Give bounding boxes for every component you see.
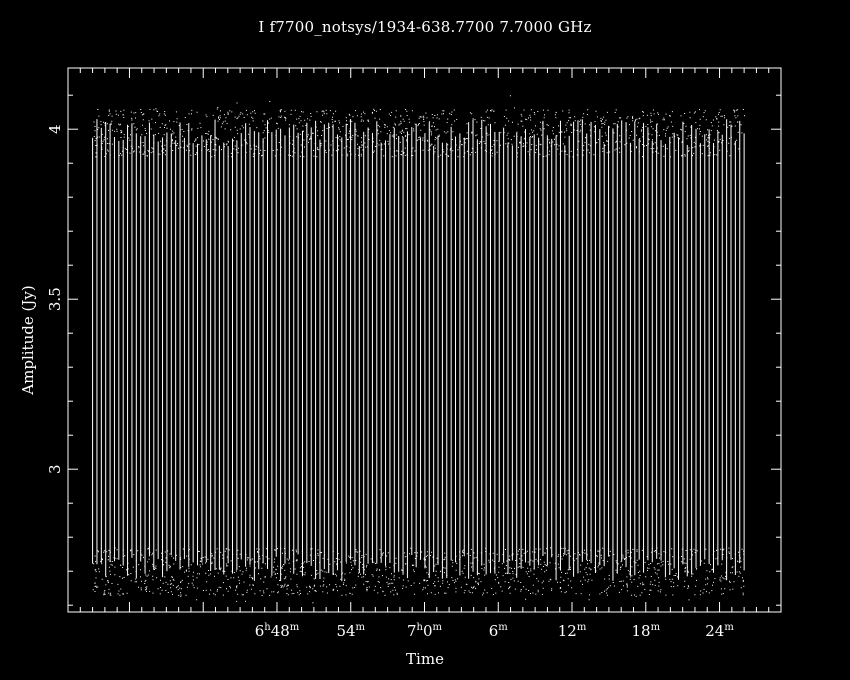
data-points bbox=[92, 95, 745, 604]
x-tick-label: 12m bbox=[558, 622, 587, 640]
x-tick-label: 54m bbox=[336, 622, 365, 640]
x-tick-label: 6m bbox=[489, 622, 509, 640]
x-axis-label: Time bbox=[406, 650, 444, 668]
y-tick-label: 3 bbox=[46, 464, 64, 474]
data-series bbox=[92, 95, 745, 604]
x-tick-label: 18m bbox=[631, 622, 660, 640]
x-tick-label: 6h48m bbox=[255, 622, 300, 640]
y-tick-label: 4 bbox=[46, 124, 64, 134]
y-tick-label: 3.5 bbox=[46, 287, 64, 311]
x-tick-label: 7h0m bbox=[407, 622, 443, 640]
x-tick-label: 24m bbox=[705, 622, 734, 640]
chart-title: I f7700_notsys/1934-638.7700 7.7000 GHz bbox=[258, 18, 592, 36]
